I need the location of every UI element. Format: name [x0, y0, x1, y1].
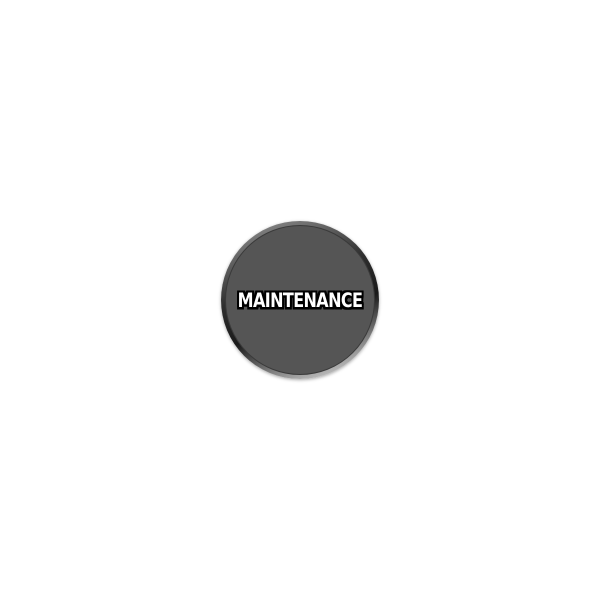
- maintenance-button-face[interactable]: MAINTENANCE: [225, 225, 375, 375]
- maintenance-button-label: MAINTENANCE: [237, 288, 363, 313]
- maintenance-button[interactable]: MAINTENANCE: [221, 221, 379, 379]
